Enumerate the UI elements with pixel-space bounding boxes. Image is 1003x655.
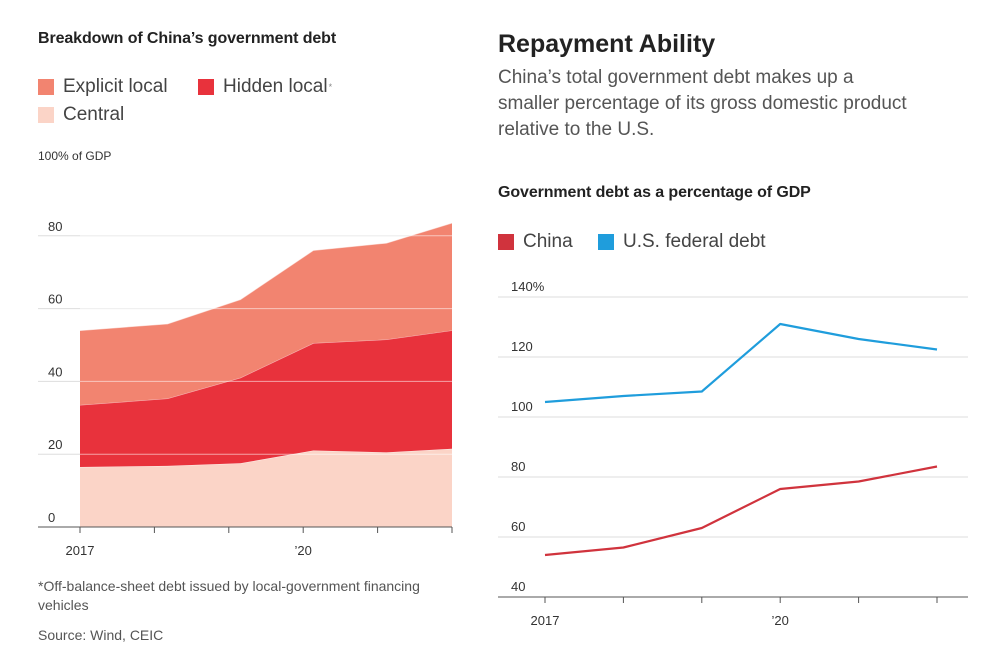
y-tick-label: 20 [48,437,62,452]
x-tick-label: 2017 [531,613,560,628]
y-tick-label: 60 [511,519,525,534]
legend-swatch-explicit-local [38,79,54,95]
footnote: *Off-balance-sheet debt issued by local-… [38,578,420,613]
y-tick-label: 80 [511,459,525,474]
headline: Repayment Ability [498,30,716,58]
y-tick-label: 140% [511,279,545,294]
series-line-u-s-federal-debt [544,322,938,404]
legend-central: Central [38,104,124,126]
footnote-marker: * [328,82,333,92]
area-central [80,448,452,527]
legend-swatch-china [498,234,514,250]
y-tick-label: 80 [48,219,62,234]
legend-explicit-local: Explicit local [38,76,168,98]
area-chart: 0 20 40 60 80 100% of GDP 2017 ’20 [38,149,453,558]
series-line-china [544,465,938,557]
y-tick-label: 120 [511,339,533,354]
area-edge-explicit-local [79,222,453,331]
y-axis-unit-label: 100% of GDP [38,149,111,163]
legend-label-central: Central [63,104,125,125]
legend-label-explicit-local: Explicit local [63,76,168,97]
legend-swatch-us [598,234,614,250]
x-tick-label: ’20 [295,543,312,558]
legend-label-china: China [523,231,573,252]
legend-us: U.S. federal debt [598,231,766,253]
x-tick-label: 2017 [66,543,95,558]
legend-label-us: U.S. federal debt [623,231,766,252]
legend-china: China [498,231,573,253]
y-tick-label: 40 [48,364,62,379]
area-explicit-local [80,223,452,406]
x-tick-label: ’20 [772,613,789,628]
y-tick-label: 40 [511,579,525,594]
legend-label-hidden-local: Hidden local [223,76,328,97]
left-chart-title: Breakdown of China’s government debt [38,30,337,47]
legend-swatch-central [38,107,54,123]
dek: China’s total government debt makes up a… [498,67,907,140]
source-note: Source: Wind, CEIC [38,627,164,643]
legend-hidden-local: Hidden local * [198,76,332,98]
area-hidden-local [80,330,452,467]
y-tick-label: 100 [511,399,533,414]
right-chart-title: Government debt as a percentage of GDP [498,184,811,201]
y-tick-label: 60 [48,292,62,307]
legend-swatch-hidden-local [198,79,214,95]
y-tick-label: 0 [48,510,55,525]
